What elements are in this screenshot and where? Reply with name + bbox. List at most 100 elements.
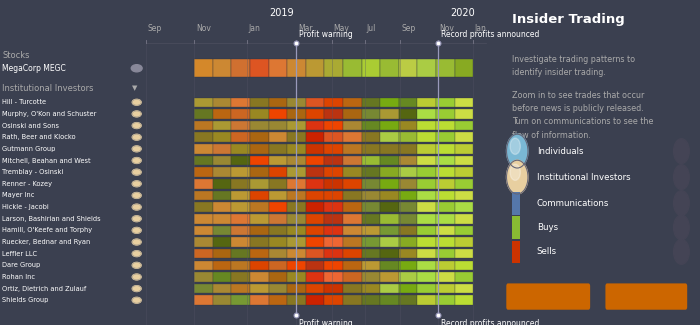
Text: Jan: Jan [475,24,486,33]
Bar [362,295,380,305]
Bar [362,237,380,247]
Bar [269,167,287,177]
Bar [213,272,232,282]
Bar [250,98,269,107]
Bar [195,226,213,235]
Text: Nov: Nov [196,24,211,33]
Bar [399,284,417,293]
Bar [362,156,380,165]
Bar [306,59,324,77]
Bar [195,121,213,130]
Bar [343,167,362,177]
Bar [213,179,232,188]
Bar [454,191,473,200]
Bar [269,272,287,282]
Bar [417,249,436,258]
Bar [306,272,324,282]
Bar [380,144,399,154]
Bar [362,214,380,224]
Bar [250,121,269,130]
Bar [324,98,343,107]
Bar [454,133,473,142]
Text: Shields Group: Shields Group [3,297,49,303]
Bar [380,156,399,165]
Bar [269,179,287,188]
Bar [512,216,520,239]
Bar [287,295,306,305]
Circle shape [132,169,141,175]
Text: Hamill, O'Keefe and Torphy: Hamill, O'Keefe and Torphy [3,227,92,233]
Bar [324,156,343,165]
Bar [380,121,399,130]
Bar [269,295,287,305]
Bar [362,261,380,270]
Bar [343,261,362,270]
Bar [269,98,287,107]
Circle shape [132,123,141,128]
Bar [269,202,287,212]
Bar [454,284,473,293]
Bar [343,109,362,119]
Bar [306,226,324,235]
Bar [287,59,306,77]
Bar [232,249,250,258]
Bar [436,249,454,258]
Bar [232,202,250,212]
Text: Individuals: Individuals [537,147,583,156]
Bar [269,261,287,270]
Text: Tremblay - Osinski: Tremblay - Osinski [3,169,64,175]
Bar [213,98,232,107]
Bar [287,121,306,130]
Bar [512,240,520,263]
Text: Zoom in to see trades that occur
before news is publicly released.
Turn on commu: Zoom in to see trades that occur before … [512,91,654,140]
Bar [269,191,287,200]
Bar [380,249,399,258]
Bar [213,295,232,305]
Text: May: May [334,24,349,33]
Bar [324,214,343,224]
Bar [436,214,454,224]
Bar [454,109,473,119]
Bar [343,133,362,142]
Bar [213,191,232,200]
Bar [269,133,287,142]
Text: MegaCorp MEGC: MegaCorp MEGC [3,64,66,73]
Text: Mitchell, Beahan and West: Mitchell, Beahan and West [3,158,91,163]
Circle shape [132,274,141,280]
Bar [269,109,287,119]
Bar [232,191,250,200]
Bar [232,284,250,293]
Bar [232,98,250,107]
Bar [306,202,324,212]
Bar [250,295,269,305]
Bar [250,167,269,177]
Text: Sep: Sep [402,24,416,33]
Bar [195,249,213,258]
Circle shape [510,138,520,154]
Bar [324,295,343,305]
Text: Record profits announced: Record profits announced [441,319,539,325]
Text: 2019: 2019 [270,8,294,18]
Text: Larson, Bashirian and Shields: Larson, Bashirian and Shields [3,216,101,222]
Bar [399,156,417,165]
Bar [232,133,250,142]
Bar [269,156,287,165]
Bar [343,98,362,107]
Bar [306,214,324,224]
Bar [324,109,343,119]
Bar [232,144,250,154]
Circle shape [673,215,690,240]
Circle shape [132,239,141,245]
Circle shape [132,227,141,233]
Bar [250,109,269,119]
Text: Mayer Inc: Mayer Inc [3,192,35,199]
Bar [324,121,343,130]
Bar [362,179,380,188]
Text: Communications: Communications [537,199,609,208]
Bar [436,284,454,293]
Bar [195,237,213,247]
Bar [324,272,343,282]
Bar [436,144,454,154]
Bar [399,167,417,177]
Bar [343,202,362,212]
